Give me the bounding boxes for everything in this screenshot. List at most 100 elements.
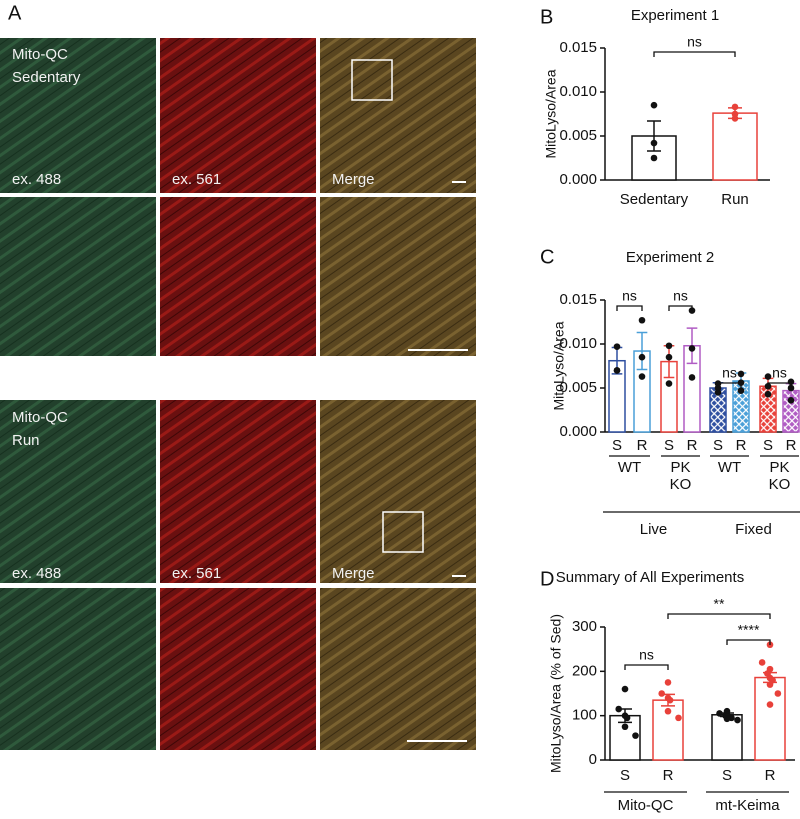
x-tick-label: R bbox=[765, 767, 776, 784]
data-point bbox=[688, 345, 696, 352]
x-tick-label: Run bbox=[721, 191, 749, 208]
error-bar bbox=[636, 331, 648, 371]
x-tick-label: S bbox=[722, 767, 732, 784]
image-label: ex. 561 bbox=[172, 171, 221, 188]
data-point bbox=[787, 397, 795, 404]
data-point bbox=[665, 353, 673, 361]
image-label: Merge bbox=[332, 171, 375, 188]
data-point bbox=[758, 659, 766, 666]
panel-letter: C bbox=[540, 246, 554, 268]
micrograph bbox=[0, 197, 156, 356]
data-point bbox=[664, 679, 672, 686]
significance-bracket bbox=[668, 305, 693, 311]
data-point bbox=[774, 690, 782, 697]
significance-bracket bbox=[653, 51, 736, 57]
data-point bbox=[766, 681, 774, 688]
micrograph bbox=[320, 400, 476, 583]
y-axis-label: MitoLyso/Area bbox=[551, 321, 567, 410]
y-tick-label: 100 bbox=[572, 707, 597, 724]
y-axis-label: MitoLyso/Area (% of Sed) bbox=[548, 614, 564, 773]
significance-label: **** bbox=[738, 622, 760, 638]
significance-label: ns bbox=[673, 288, 688, 304]
zoom-box bbox=[351, 59, 393, 101]
micrograph bbox=[320, 197, 476, 356]
image-label: Sedentary bbox=[12, 69, 81, 86]
bar bbox=[712, 112, 758, 181]
data-point bbox=[621, 723, 629, 731]
y-tick-label: 0.015 bbox=[559, 39, 597, 56]
y-tick-label: 0.015 bbox=[559, 291, 597, 308]
data-point bbox=[731, 115, 739, 122]
data-point bbox=[623, 714, 631, 722]
y-tick-label: 300 bbox=[572, 618, 597, 635]
data-point bbox=[650, 154, 658, 162]
chart: C Experiment 2 MitoLyso/Area 0.000 0.005 0.01… bbox=[540, 246, 800, 538]
significance-bracket bbox=[717, 382, 742, 388]
y-tick-label: 0 bbox=[589, 751, 597, 768]
x-tick-label: S bbox=[713, 437, 723, 454]
data-point bbox=[613, 343, 621, 350]
x-tick-label: R bbox=[687, 437, 698, 454]
data-point bbox=[650, 139, 658, 147]
y-tick-label: 200 bbox=[572, 662, 597, 679]
data-point bbox=[766, 701, 774, 708]
micrograph bbox=[160, 588, 316, 750]
data-point bbox=[638, 373, 646, 380]
subgroup-label: WT bbox=[718, 459, 741, 476]
x-tick-label: R bbox=[637, 437, 648, 454]
image-label: Merge bbox=[332, 565, 375, 582]
group-label: Fixed bbox=[735, 521, 772, 538]
micrograph bbox=[160, 38, 316, 193]
chart: D Summary of All Experiments MitoLyso/Area… bbox=[540, 568, 795, 814]
y-tick-label: 0.010 bbox=[559, 83, 597, 100]
data-point bbox=[764, 390, 772, 398]
subgroup-label: WT bbox=[618, 459, 641, 476]
data-point bbox=[638, 353, 646, 361]
significance-label: ** bbox=[714, 596, 725, 612]
significance-label: ns bbox=[722, 365, 737, 381]
data-point bbox=[666, 696, 674, 704]
data-point bbox=[723, 715, 731, 723]
significance-bracket bbox=[767, 382, 792, 388]
x-tick-label: R bbox=[786, 437, 797, 454]
significance-bracket bbox=[667, 613, 771, 619]
image-set: Mito-QC Sedentary ex. 488 ex. 561 Merge bbox=[0, 38, 476, 356]
data-point bbox=[658, 690, 665, 697]
micrograph bbox=[320, 588, 476, 750]
x-tick-label: R bbox=[663, 767, 674, 784]
data-point bbox=[716, 710, 723, 717]
image-label: ex. 561 bbox=[172, 565, 221, 582]
data-point bbox=[734, 716, 741, 724]
image-label: ex. 488 bbox=[12, 171, 61, 188]
image-label: Mito-QC bbox=[12, 409, 68, 426]
zoom-box bbox=[382, 511, 424, 553]
y-tick-label: 0.005 bbox=[559, 127, 597, 144]
micrograph bbox=[160, 400, 316, 583]
y-tick-label: 0.000 bbox=[559, 171, 597, 188]
data-point bbox=[650, 101, 658, 109]
x-tick-label: S bbox=[612, 437, 622, 454]
micrograph bbox=[320, 38, 476, 193]
significance-bracket bbox=[616, 305, 643, 311]
data-point bbox=[737, 387, 745, 394]
chart-title: Experiment 2 bbox=[626, 249, 714, 266]
x-tick-label: S bbox=[763, 437, 773, 454]
x-tick-label: R bbox=[736, 437, 747, 454]
data-point bbox=[621, 685, 629, 693]
micrograph bbox=[0, 588, 156, 750]
image-label: Run bbox=[12, 432, 40, 449]
y-tick-label: 0.005 bbox=[559, 379, 597, 396]
y-tick-label: 0.010 bbox=[559, 335, 597, 352]
panel-letter: A bbox=[8, 2, 22, 24]
data-point bbox=[613, 367, 621, 374]
subgroup-label: KO bbox=[769, 476, 791, 493]
data-point bbox=[638, 316, 646, 324]
image-label: ex. 488 bbox=[12, 565, 61, 582]
data-point bbox=[632, 732, 639, 739]
panel-letter: D bbox=[540, 568, 554, 590]
data-point bbox=[665, 342, 673, 350]
micrograph bbox=[160, 197, 316, 356]
micrograph bbox=[0, 38, 156, 193]
